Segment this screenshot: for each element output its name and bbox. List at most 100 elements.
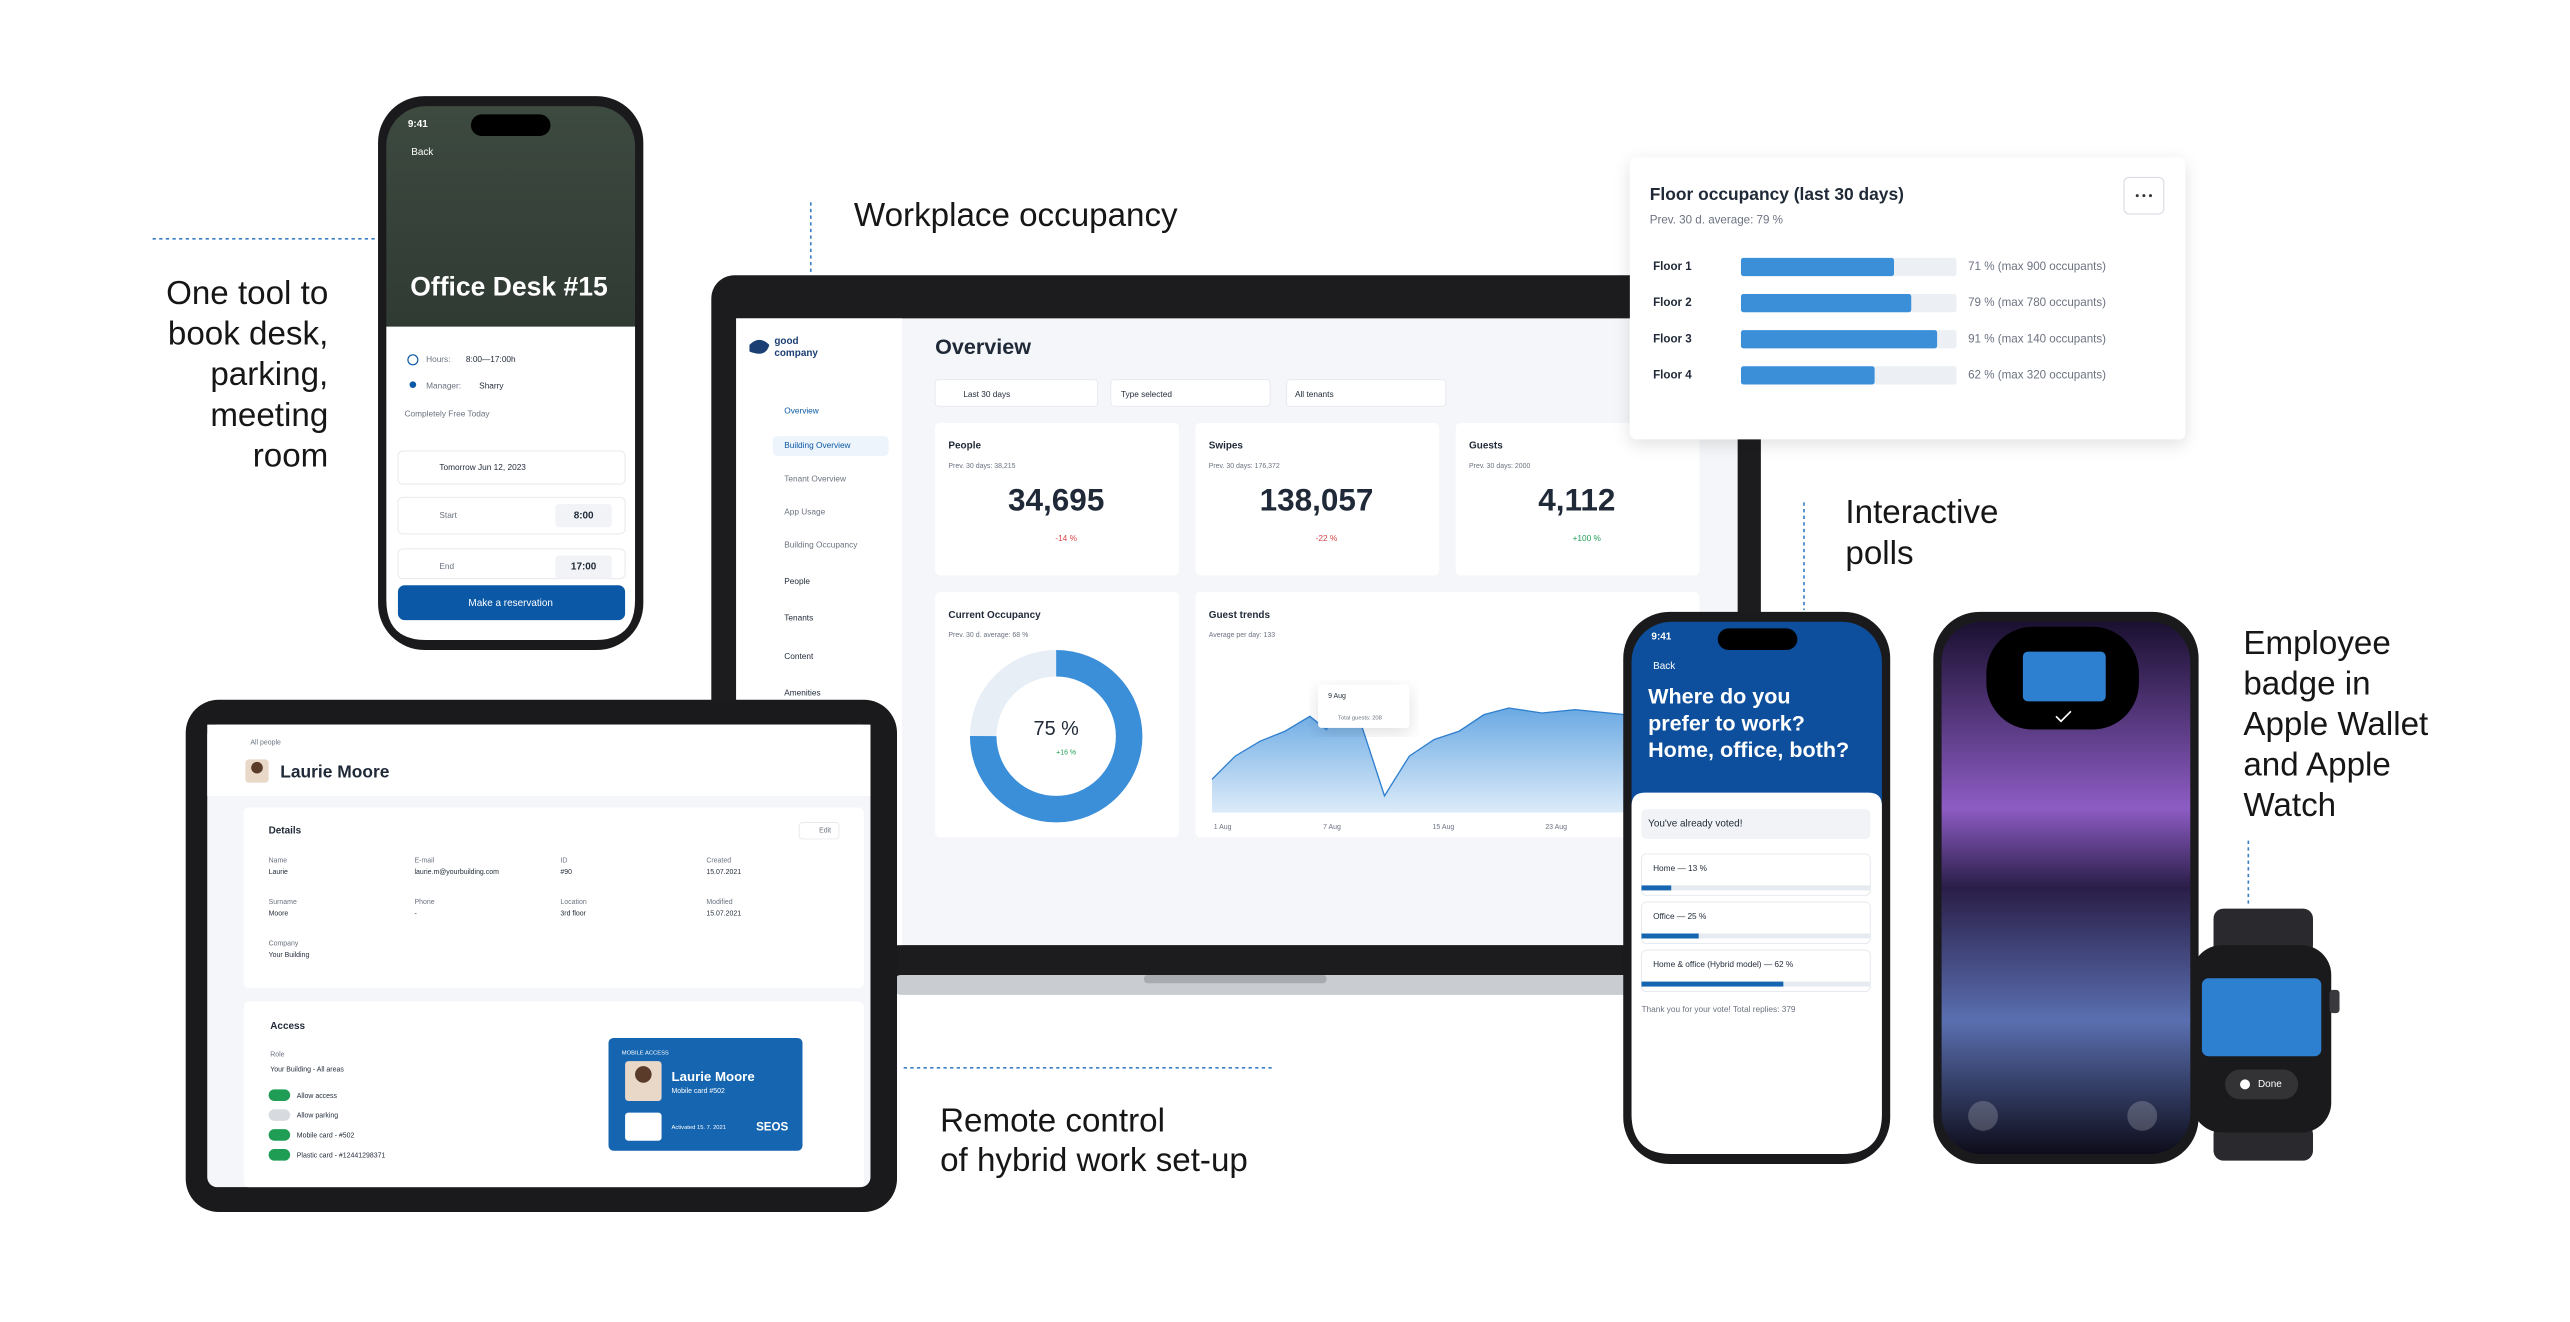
shape-rect [1717,628,1798,650]
text-heading: MOBILE ACCESS [622,1050,669,1056]
text-value: 4,112 [1538,482,1615,518]
shape-circle [251,761,263,774]
shape-circle [635,1066,652,1083]
text-brand: SEOS [756,1121,788,1134]
text-label: 91 % (max 140 occupants) [1968,332,2106,345]
text-title: People [948,441,981,452]
option-box [1640,949,1871,993]
text-title: Guests [1469,441,1503,452]
text-toggles: Plastic card - #12441298371 [297,1153,386,1160]
floor-bar [1740,293,1912,313]
text-question: Where do you [1648,684,1790,709]
text-filters: Last 30 days [963,389,1010,399]
text-x-labels: 7 Aug [1323,824,1341,831]
shape-rect [1144,974,1327,984]
text-change: -22 % [1316,533,1338,543]
text-x-labels: 23 Aug [1545,824,1567,831]
text-toggles: Allow parking [297,1113,338,1120]
text-value: - [415,910,417,917]
shape-path [2055,710,2072,723]
shape-circle [2149,194,2153,198]
shape-rect [1318,684,1410,728]
text-booking: parking, [210,356,328,393]
text-details-title: Details [269,825,302,836]
text-title: Current Occupancy [948,610,1041,621]
shape-rect [1455,422,1700,576]
shape-rect [268,1109,291,1121]
text-label: 75 % [1034,718,1079,740]
watch [2191,908,2340,1161]
shape-circle [2127,1100,2158,1131]
shape-path [1212,693,1625,813]
text-change: +100 % [1573,533,1602,543]
shape-rect [1110,379,1271,407]
text-booking: room [253,437,329,474]
text-button: Make a reservation [468,598,553,609]
text-done: Done [2258,1079,2282,1090]
text-end-label: End [439,561,454,571]
shape-rect [268,1129,291,1141]
text-label: Home — 13 % [1653,863,1707,873]
text-change: +16 % [1056,750,1076,757]
text-label: Phone [415,899,435,906]
text-nav: Tenants [784,613,813,623]
shape-rect [2213,908,2313,956]
option-bar [1641,933,1699,939]
text-role-label: Role [270,1051,284,1058]
text-value: Laurie [269,869,288,876]
text-label: ID [560,857,567,864]
text-tooltip-date: 9 Aug [1328,693,1346,700]
text-label: 79 % (max 780 occupants) [1968,296,2106,309]
text-title: Swipes [1209,441,1244,452]
text-badge: Employee [2243,625,2390,662]
text-nav: Building Occupancy [784,540,858,550]
shape-circle [2135,194,2139,198]
connectors [152,202,2250,1069]
text-nav: People [784,576,810,586]
text-label: 71 % (max 900 occupants) [1968,260,2106,273]
text-nav: Building Overview [784,440,850,450]
text-label: E-mail [415,857,435,864]
text-question: Home, office, both? [1648,737,1849,762]
shape-rect [2022,651,2106,702]
text-x-labels: 15 Aug [1433,824,1455,831]
text-subtitle: Mobile card #502 [672,1088,725,1095]
text-back: Back [411,147,433,158]
edit-button[interactable] [798,821,840,840]
text-nav: Overview [784,405,819,415]
text-time: 9:41 [1651,631,1671,642]
text-label: Surname [269,899,297,906]
text-label: 62 % (max 320 occupants) [1968,368,2106,381]
text-remote: Remote control [940,1102,1165,1139]
option-box [1640,853,1871,896]
reserve-button[interactable] [397,585,626,621]
text-name: Floor 2 [1653,296,1692,309]
text-title: Floor occupancy (last 30 days) [1650,184,1904,204]
option-bar [1641,885,1672,891]
text-value: 34,695 [1008,482,1104,518]
text-value: 15.07.2021 [706,869,741,876]
text-booking: One tool to [166,275,328,312]
shape-path [749,339,770,354]
text-activated: Activated 15. 7. 2021 [672,1125,726,1131]
text-previous: Prev. 30 days: 38,215 [948,463,1015,470]
text-title: Guest trends [1209,610,1271,621]
done-button[interactable] [2225,1069,2299,1100]
text-tooltip-value: Total guests: 208 [1338,715,1382,721]
text-toggles: Mobile card - #502 [297,1133,355,1140]
booking-phone [378,96,644,650]
floor-bar [1740,330,1938,349]
text-polls: Interactive [1845,494,1998,531]
shape-rect [935,422,1179,576]
shape-circle [407,354,419,366]
text-nav: Amenities [784,687,820,697]
shape-path [1211,691,1625,798]
text-name: Laurie Moore [280,761,390,781]
shape-circle [2240,1079,2250,1090]
shape-rect [470,114,551,136]
text-heading: Overview [935,334,1031,359]
text-value: 3rd floor [560,910,586,917]
